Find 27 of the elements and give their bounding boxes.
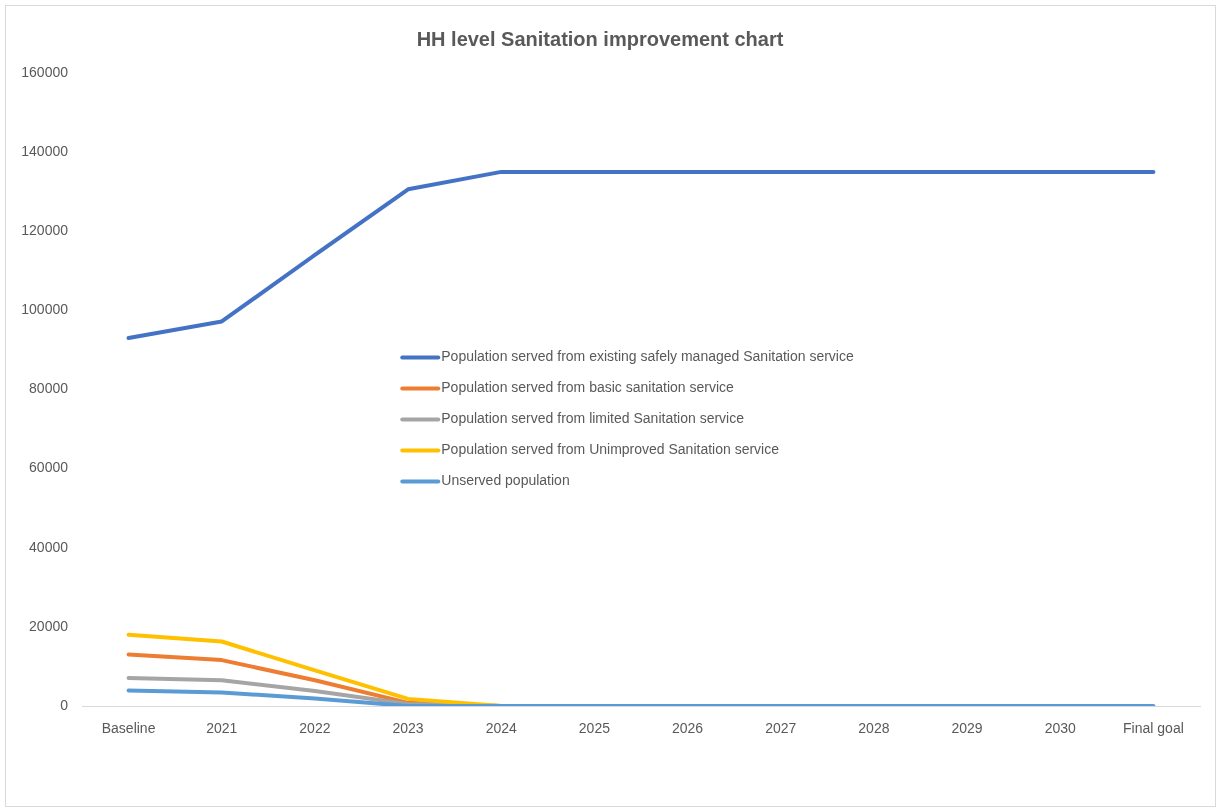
x-tick-label: 2021 [206, 720, 238, 737]
y-tick-label: 40000 [29, 538, 69, 555]
y-tick-label: 20000 [29, 617, 69, 634]
x-tick-label: 2022 [299, 720, 331, 737]
x-tick-label: 2023 [392, 720, 424, 737]
y-tick-label: 60000 [29, 459, 69, 476]
x-tick-label: Baseline [101, 720, 156, 737]
y-tick-label: 160000 [21, 63, 69, 80]
x-tick-label: 2029 [951, 720, 983, 737]
legend-label: Population served from Unimproved Sanitation service [441, 441, 780, 458]
x-tick-label: 2024 [485, 720, 518, 737]
y-tick-label: 80000 [29, 380, 69, 397]
x-tick-label: 2028 [858, 720, 890, 737]
legend-label: Population served from basic sanitation service [441, 379, 735, 396]
x-tick-label: 2025 [578, 720, 611, 737]
legend-label: Population served from existing safely managed Sanitation service [441, 348, 854, 365]
legend-label: Population served from limited Sanitation service [441, 410, 745, 427]
x-tick-label: Final goal [1123, 720, 1184, 737]
y-tick-label: 120000 [21, 222, 69, 239]
x-tick-label: 2027 [765, 720, 797, 737]
y-tick-label: 140000 [21, 142, 69, 159]
legend-label: Unserved population [441, 472, 570, 489]
chart-title: HH level Sanitation improvement chart [416, 27, 784, 50]
x-tick-label: 2026 [672, 720, 704, 737]
y-tick-label: 0 [60, 696, 69, 713]
y-tick-label: 100000 [21, 301, 69, 318]
x-tick-label: 2030 [1044, 720, 1077, 737]
